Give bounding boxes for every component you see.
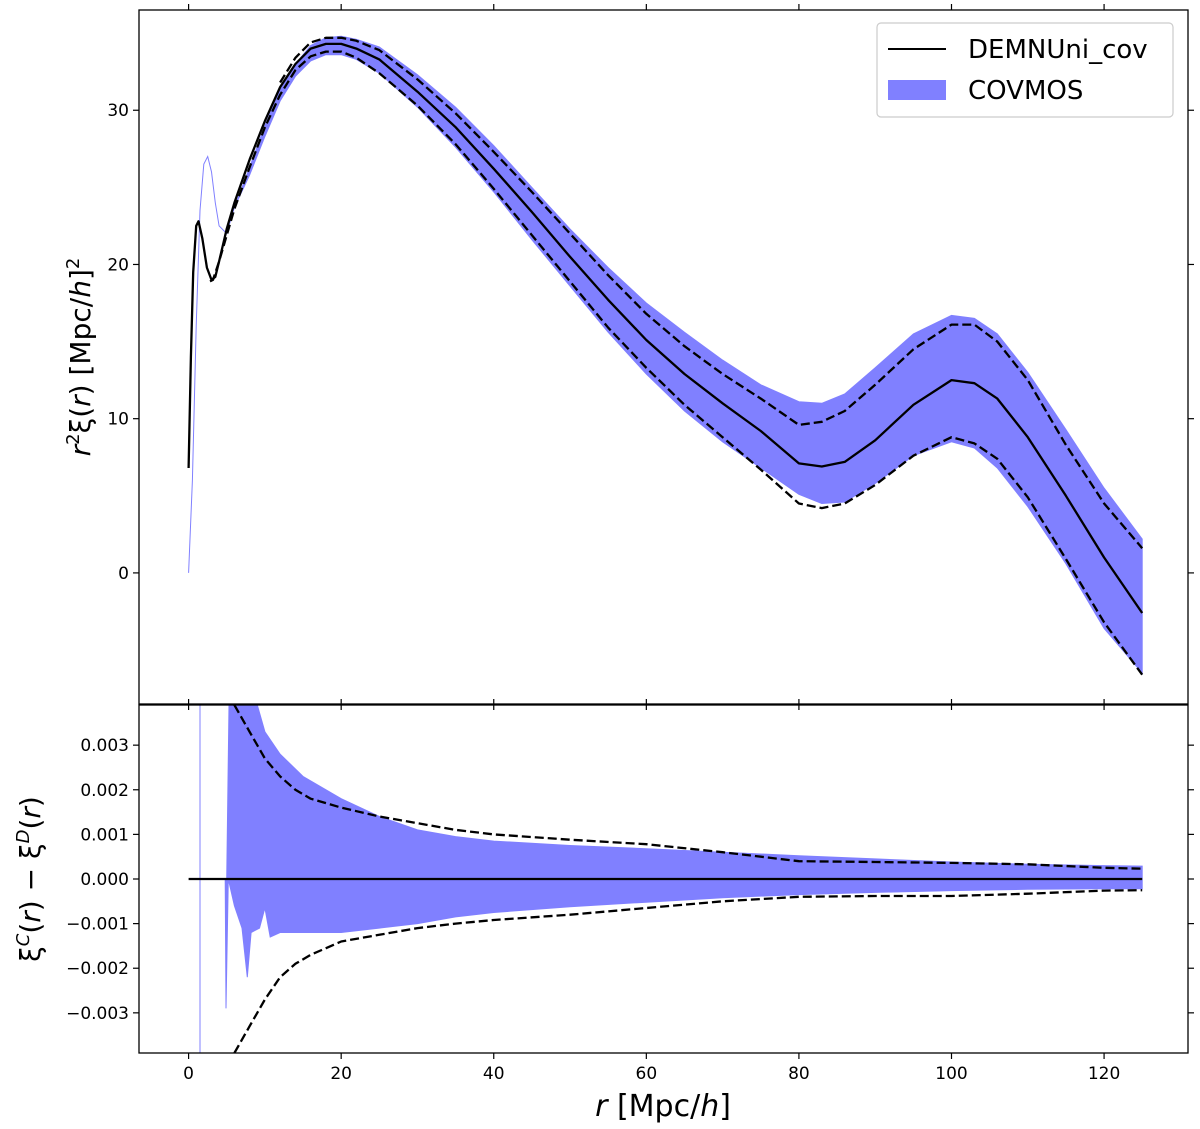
bottom-ytick-label-0: −0.003 [66, 1004, 129, 1024]
legend-band-swatch [888, 80, 946, 100]
top-covmos-band [188, 35, 1143, 675]
bottom-series [188, 705, 1143, 1053]
bottom-ytick-label-3: 0.000 [80, 870, 129, 890]
top-series-line-2 [209, 50, 1144, 676]
bottom-panel: −0.003 −0.002 −0.001 0.000 0.001 0.002 0.003 0… [13, 4, 1194, 1124]
bottom-ytick-label-6: 0.003 [80, 736, 129, 756]
legend-label-covmos: COVMOS [968, 76, 1083, 106]
xtick-label-4: 80 [788, 1064, 810, 1084]
top-axes-frame [138, 9, 1189, 705]
top-y-ticks: 0 10 20 30 [107, 101, 1194, 584]
x-axis-label: r [Mpc/h] [595, 1089, 731, 1124]
top-panel: 0 10 20 30 DEMNUni_cov COVMOS r2ξ(r) [Mpc/h… [63, 9, 1194, 705]
top-ytick-label-2: 20 [107, 255, 129, 275]
top-y-axis-label: r2ξ(r) [Mpc/h]2 [63, 258, 97, 457]
xtick-label-5: 100 [935, 1064, 967, 1084]
xtick-label-0: 0 [183, 1064, 194, 1084]
bottom-ytick-label-1: −0.002 [66, 959, 129, 979]
legend-box [876, 22, 1174, 118]
legend: DEMNUni_cov COVMOS [876, 22, 1174, 118]
bottom-ytick-label-2: −0.001 [66, 915, 129, 935]
bottom-series-line-2 [233, 889, 1143, 1053]
xtick-label-3: 60 [636, 1064, 658, 1084]
bottom-y-ticks: −0.003 −0.002 −0.001 0.000 0.001 0.002 0.003 [66, 736, 1194, 1024]
xtick-label-1: 20 [330, 1064, 352, 1084]
top-band-area [188, 35, 1143, 675]
top-series-line-1 [279, 36, 1144, 549]
xtick-label-6: 120 [1088, 1064, 1120, 1084]
bottom-series-line-1 [233, 705, 1143, 870]
top-series [187, 36, 1144, 676]
top-ytick-label-1: 10 [107, 410, 129, 430]
bottom-axes-frame [138, 704, 1189, 1054]
top-ytick-label-0: 0 [118, 564, 129, 584]
bottom-ytick-label-5: 0.002 [80, 781, 129, 801]
x-ticks: 0 20 40 60 80 100 120 [183, 4, 1120, 1084]
top-ytick-label-3: 30 [107, 101, 129, 121]
legend-label-demnuni: DEMNUni_cov [968, 35, 1148, 65]
bottom-y-axis-label: ξC(r) − ξD(r) [13, 796, 47, 962]
xtick-label-2: 40 [483, 1064, 505, 1084]
bottom-ytick-label-4: 0.001 [80, 825, 129, 845]
